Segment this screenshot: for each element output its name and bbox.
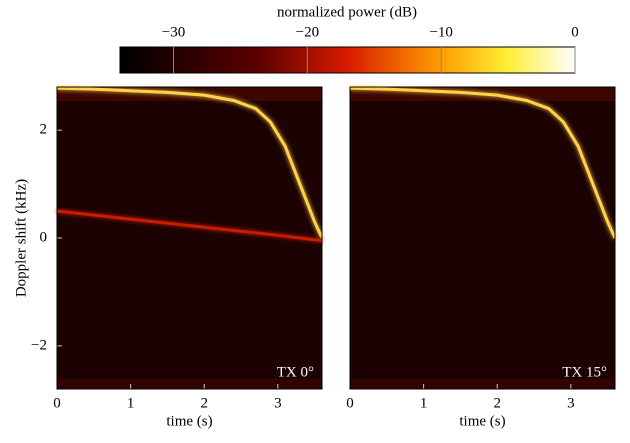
colorbar-tick-label: −20 <box>296 24 319 40</box>
x-tick-label: 2 <box>493 395 501 411</box>
x-tick-label: 0 <box>346 395 354 411</box>
x-tick-label: 0 <box>53 395 61 411</box>
plot-frame <box>56 86 323 390</box>
x-tick-label: 1 <box>127 395 135 411</box>
heatmap-band <box>57 379 322 389</box>
y-tick-label: 0 <box>40 229 48 245</box>
x-tick-label: 1 <box>420 395 428 411</box>
plot-frame <box>349 86 616 390</box>
heatmap-band <box>350 379 615 389</box>
colorbar <box>119 46 576 74</box>
trace <box>56 209 323 243</box>
colorbar-label: normalized power (dB) <box>277 4 417 20</box>
heatmap-background <box>57 87 322 389</box>
trace <box>349 86 617 239</box>
x-axis-label: time (s) <box>459 413 505 429</box>
y-tick-label: −2 <box>31 337 47 353</box>
annotation: TX 15° <box>562 364 607 380</box>
y-tick-label: 2 <box>40 122 48 138</box>
x-tick-label: 3 <box>567 395 575 411</box>
y-axis-label: Doppler shift (kHz) <box>13 179 29 297</box>
trace <box>56 86 324 239</box>
x-axis-label: time (s) <box>166 413 212 429</box>
colorbar-tick-label: 0 <box>571 24 579 40</box>
colorbar-tick-label: −30 <box>162 24 185 40</box>
annotation: TX 0° <box>277 364 314 380</box>
x-tick-label: 2 <box>200 395 208 411</box>
colorbar-tick-label: −10 <box>429 24 452 40</box>
x-tick-label: 3 <box>274 395 282 411</box>
heatmap-background <box>350 87 615 389</box>
